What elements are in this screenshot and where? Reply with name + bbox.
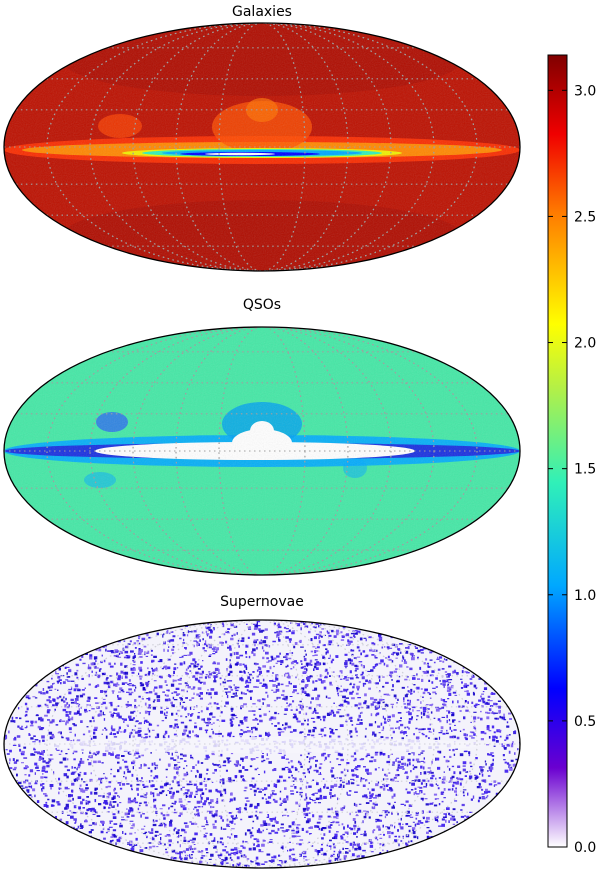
map-border: [3, 619, 521, 869]
panel-title-qsos: QSOs: [243, 297, 281, 313]
panel-galaxies: Galaxies: [3, 4, 521, 272]
supernovae-speckle: [4, 620, 520, 868]
colorbar-tick-label: 1.5: [574, 462, 596, 478]
map-qsos: [4, 327, 520, 575]
supernovae-speckle: [4, 620, 520, 868]
map-border: [3, 22, 521, 272]
map-supernovae: [4, 620, 520, 868]
map-galaxies: [4, 23, 520, 271]
panel-title-supernovae: Supernovae: [220, 594, 304, 610]
meridian-line: [132, 327, 392, 575]
colorbar-ticks: 0.0 0.5 1.0 1.5 2.0 2.5 3.0: [548, 83, 596, 856]
colorbar-gradient: [547, 54, 568, 848]
colorbar: 0.0 0.5 1.0 1.5 2.0 2.5 3.0: [547, 54, 596, 856]
graticule: [4, 327, 520, 575]
colorbar-tick-label: 1.0: [574, 588, 596, 604]
colorbar-tick-label: 0.0: [574, 840, 596, 856]
graticule: [4, 23, 520, 271]
meridian-line: [46, 23, 478, 271]
panel-title-galaxies: Galaxies: [232, 4, 292, 20]
panel-qsos: QSOs: [3, 297, 521, 576]
meridian-line: [132, 23, 392, 271]
panel-supernovae: Supernovae: [3, 594, 521, 869]
colorbar-tick-label: 0.5: [574, 714, 596, 730]
meridian-line: [46, 620, 478, 868]
graticule: [4, 620, 520, 868]
colorbar-tick-label: 2.0: [574, 336, 596, 352]
meridian-line: [175, 327, 349, 575]
colorbar-tick-label: 2.5: [574, 209, 596, 225]
meridian-line: [175, 23, 349, 271]
colorbar-tick-label: 3.0: [574, 83, 596, 99]
meridian-line: [175, 620, 349, 868]
meridian-line: [132, 620, 392, 868]
meridian-line: [46, 327, 478, 575]
map-border: [3, 326, 521, 576]
